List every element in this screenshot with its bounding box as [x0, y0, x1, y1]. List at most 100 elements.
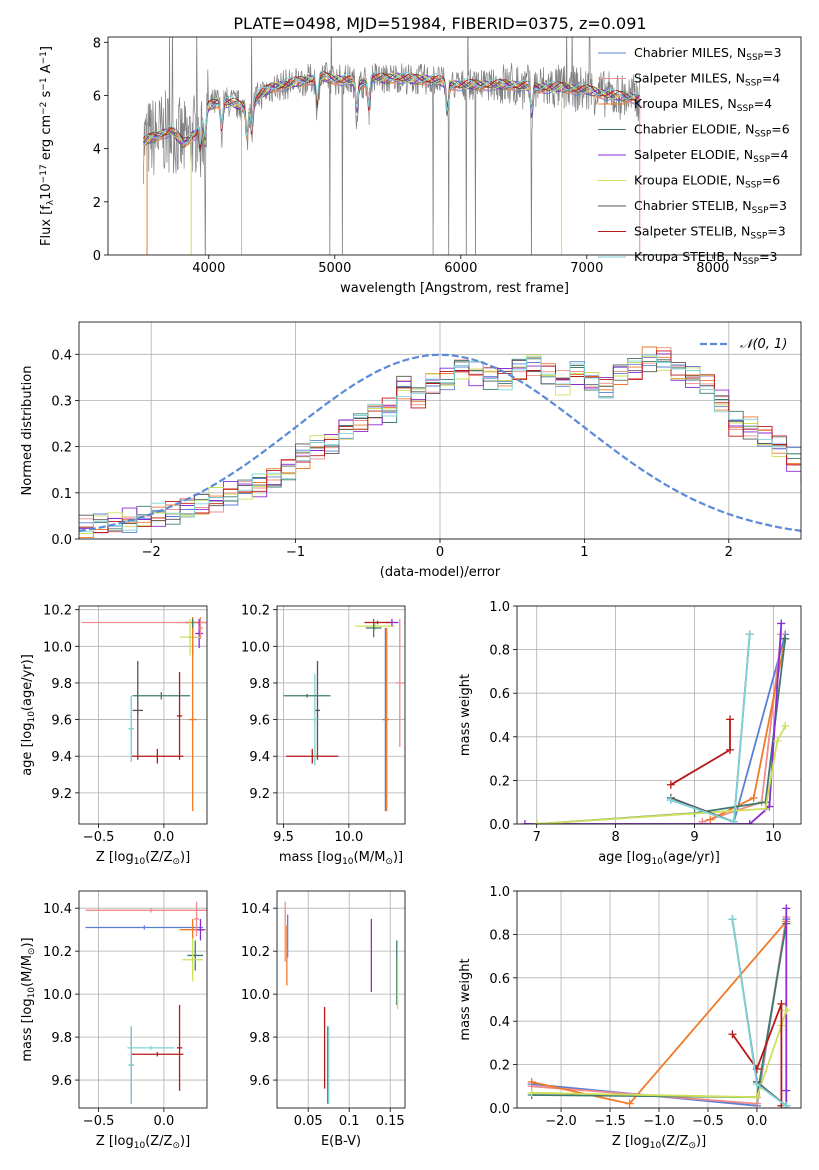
spectrum-panel: 4000 5000 6000 7000 8000 0 2 4 6 8 wavelength [Ang… [39, 36, 802, 296]
axes: 0.05 0.1 0.15 9.6 9.8 10.0 10.2 10.4 E(B-V) [241, 890, 406, 1149]
legend-label: Salpeter MILES, NSSP=4 [634, 71, 780, 89]
y-axis-label: Flux [fλ10−17 erg cm−2 s−1 A−1] [39, 46, 56, 246]
axes-frame [107, 36, 802, 256]
weight-marker [782, 1101, 791, 1108]
y-tick-label: 0.1 [51, 487, 72, 502]
x-tick-label: 8 [611, 830, 619, 845]
y-axis-label: Normed distribution [20, 366, 35, 496]
y-tick-label: 10.2 [241, 604, 270, 619]
x-tick-label: 9 [690, 830, 698, 845]
y-tick-label: 0.6 [489, 687, 510, 702]
axes: 7 8 9 10 0.0 0.2 0.4 0.6 0.8 1.0 age [log10(age/yr… [458, 600, 802, 867]
x-tick-label: −0.5 [83, 1114, 115, 1129]
grid [277, 891, 405, 1108]
mass-vs-extinction-panel: 0.05 0.1 0.15 9.6 9.8 10.0 10.2 10.4 E(B-V) [241, 890, 406, 1149]
weight-marker [782, 1006, 791, 1015]
y-tick-label: 9.6 [51, 1074, 72, 1089]
grid [79, 891, 207, 1108]
x-tick-label: −2.0 [545, 1114, 577, 1129]
y-tick-label: 0.4 [489, 731, 510, 746]
x-tick-label: 4000 [192, 261, 225, 276]
y-tick-label: 10.0 [241, 988, 270, 1003]
y-tick-label: 10.4 [43, 902, 72, 917]
weight-marker [728, 915, 737, 924]
axes: −0.5 0.0 9.2 9.4 9.6 9.8 10.0 10.2 Z [log10(Z/Z⊙… [20, 604, 208, 867]
y-tick-label: 10.4 [241, 902, 270, 917]
legend-label: Kroupa STELIB, NSSP=3 [634, 249, 778, 267]
weight-line [524, 623, 783, 824]
x-axis-label: mass [log10(M/M⊙)] [279, 850, 403, 867]
x-tick-label: 0.15 [376, 1114, 405, 1129]
weight-marker [781, 634, 790, 643]
y-tick-label: 4 [93, 143, 101, 158]
x-tick-label: −2 [142, 545, 161, 560]
y-tick-label: 6 [93, 89, 101, 104]
x-tick-label: 0.05 [294, 1114, 323, 1129]
weight-marker [666, 796, 675, 805]
y-tick-label: 0.4 [489, 1015, 510, 1030]
weight-marker [782, 904, 791, 913]
weight-line [731, 1003, 783, 1106]
y-tick-label: 0.8 [489, 644, 510, 659]
x-tick-label: 10 [765, 830, 782, 845]
weight-marker [761, 804, 770, 813]
y-tick-label: 0 [93, 249, 101, 264]
legend-label: Chabrier ELODIE, NSSP=6 [634, 122, 790, 140]
mass-vs-metallicity-panel: −0.5 0.0 9.6 9.8 10.0 10.2 10.4 Z [log10(Z/Z⊙)]… [20, 890, 208, 1151]
grid [79, 322, 801, 540]
axes-frame [78, 321, 802, 540]
weight-line [536, 725, 786, 824]
x-tick-label: −1.0 [643, 1114, 675, 1129]
grid [277, 606, 405, 824]
plot-area [520, 619, 790, 824]
y-axis-label: mass [log10(M/M⊙)] [20, 937, 37, 1061]
y-tick-label: 1.0 [489, 600, 510, 615]
x-tick-label: −0.5 [83, 830, 115, 845]
weight-marker [532, 820, 541, 824]
x-tick-label: 0.0 [747, 1114, 768, 1129]
age-vs-mass-panel: 9.5 10.0 9.2 9.4 9.6 9.8 10.0 10.2 mass [log10(M… [241, 604, 406, 867]
x-tick-label: 6000 [444, 261, 477, 276]
model-spectrum [143, 70, 640, 145]
y-tick-label: 10.0 [43, 988, 72, 1003]
legend-label: Chabrier STELIB, NSSP=3 [634, 198, 787, 216]
x-tick-label: 5000 [318, 261, 351, 276]
y-tick-label: 0.0 [51, 533, 72, 548]
x-axis-label: age [log10(age/yr)] [598, 850, 720, 867]
y-tick-label: 0.2 [489, 1059, 510, 1074]
x-tick-label: 1 [580, 545, 588, 560]
x-tick-label: 7 [533, 830, 541, 845]
weight-marker [625, 1099, 634, 1108]
x-axis-label: wavelength [Angstrom, rest frame] [340, 281, 569, 296]
y-tick-label: 0.2 [489, 774, 510, 789]
y-axis-label: mass weight [458, 674, 473, 756]
legend-label: 𝒩(0, 1) [740, 337, 787, 352]
plot-area [527, 904, 791, 1108]
x-tick-label: 0.0 [154, 830, 175, 845]
weight-marker [749, 793, 758, 802]
y-tick-label: 10.2 [241, 945, 270, 960]
residual-histogram-panel: −2 −1 0 1 2 0.0 0.1 0.2 0.3 0.4 (data-model)/error… [20, 321, 802, 580]
y-tick-label: 9.8 [51, 1031, 72, 1046]
plot-area [85, 901, 207, 1104]
axes-frame [276, 605, 406, 825]
residual-histogram [79, 361, 801, 533]
y-tick-label: 10.0 [43, 640, 72, 655]
x-tick-label: 7000 [570, 261, 603, 276]
y-tick-label: 9.8 [51, 677, 72, 692]
weight-marker [752, 1080, 761, 1089]
y-tick-label: 9.8 [249, 677, 270, 692]
y-tick-label: 9.6 [249, 1074, 270, 1089]
axes: −2 −1 0 1 2 0.0 0.1 0.2 0.3 0.4 (data-model)/error… [20, 321, 802, 580]
y-tick-label: 9.2 [51, 787, 72, 802]
x-tick-label: 10.0 [334, 830, 363, 845]
y-tick-label: 0.3 [51, 394, 72, 409]
weight-marker [777, 619, 786, 628]
weight-marker [781, 721, 790, 730]
y-tick-label: 0.0 [489, 1102, 510, 1117]
grid [517, 890, 801, 1109]
weight-marker [745, 820, 754, 824]
x-axis-label: Z [log10(Z/Z⊙)] [612, 1134, 706, 1151]
y-tick-label: 0.2 [51, 441, 72, 456]
